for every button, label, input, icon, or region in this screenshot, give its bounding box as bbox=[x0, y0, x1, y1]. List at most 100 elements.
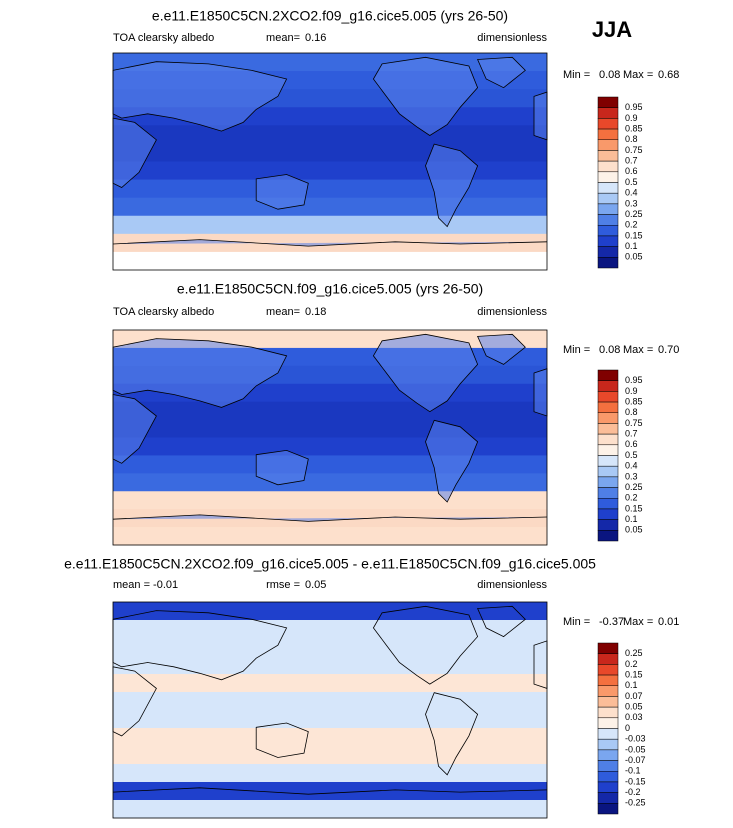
colorbar-label: 0.8 bbox=[625, 407, 638, 417]
colorbar-label: -0.05 bbox=[625, 744, 646, 754]
map-frame bbox=[112, 329, 548, 546]
coastline bbox=[112, 61, 288, 132]
coastline bbox=[477, 56, 526, 89]
map-field bbox=[113, 419, 547, 438]
colorbar-box bbox=[597, 235, 619, 247]
max-value: 0.70 bbox=[658, 344, 679, 356]
colorbar-label: 0.25 bbox=[625, 209, 643, 219]
colorbar-box bbox=[597, 792, 619, 804]
coastline bbox=[255, 174, 309, 210]
colorbar-box bbox=[597, 160, 619, 173]
map-field bbox=[113, 197, 547, 217]
coastline bbox=[477, 333, 526, 365]
colorbar-label: 0.4 bbox=[625, 461, 638, 471]
panel-title: e.e11.E1850C5CN.f09_g16.cice5.005 (yrs 2… bbox=[177, 281, 483, 297]
map-field bbox=[113, 455, 547, 474]
colorbar-box bbox=[597, 685, 619, 697]
colorbar-label: 0.7 bbox=[625, 429, 638, 439]
map-field bbox=[113, 161, 547, 181]
colorbar-label: 0.1 bbox=[625, 514, 638, 524]
colorbar-box bbox=[597, 118, 619, 130]
colorbar-box bbox=[597, 444, 619, 456]
colorbar-label: 0.85 bbox=[625, 123, 643, 133]
units-label: dimensionless bbox=[477, 306, 547, 318]
map-field bbox=[113, 215, 547, 235]
colorbar-box bbox=[597, 674, 619, 686]
panel-left-label: TOA clearsky albedo bbox=[113, 306, 214, 318]
panel-title: e.e11.E1850C5CN.2XCO2.f09_g16.cice5.005 … bbox=[152, 8, 508, 24]
colorbar-box bbox=[597, 150, 619, 162]
coastline bbox=[533, 91, 548, 141]
colorbar-label: 0 bbox=[625, 723, 630, 733]
panel-left-label: TOA clearsky albedo bbox=[113, 32, 214, 44]
colorbar-label: 0.1 bbox=[625, 241, 638, 251]
min-value: 0.08 bbox=[599, 344, 620, 356]
coastline bbox=[372, 333, 479, 413]
colorbar-label: 0.95 bbox=[625, 102, 643, 112]
colorbar-box bbox=[597, 369, 619, 381]
colorbar-label: 0.15 bbox=[625, 669, 643, 679]
coastline bbox=[255, 722, 309, 758]
map-field bbox=[113, 800, 547, 819]
colorbar-label: 0.8 bbox=[625, 134, 638, 144]
colorbar-box bbox=[597, 696, 619, 708]
colorbar-label: 0.07 bbox=[625, 691, 643, 701]
map-field bbox=[113, 251, 547, 271]
colorbar-label: 0.05 bbox=[625, 525, 643, 535]
map-field bbox=[113, 143, 547, 162]
colorbar-label: 0.9 bbox=[625, 113, 638, 123]
map-field bbox=[113, 401, 547, 421]
colorbar-label: 0.2 bbox=[625, 493, 638, 503]
colorbar-box bbox=[597, 182, 619, 194]
map-field bbox=[113, 125, 547, 144]
colorbar-box bbox=[597, 96, 619, 108]
map-field bbox=[113, 782, 547, 801]
colorbar-box bbox=[597, 128, 619, 140]
colorbar-label: 0.2 bbox=[625, 659, 638, 669]
max-label: Max = bbox=[623, 344, 653, 356]
season-label: JJA bbox=[592, 17, 632, 42]
colorbar-label: 0.6 bbox=[625, 166, 638, 176]
colorbar-box bbox=[597, 391, 619, 403]
colorbar-label: 0.7 bbox=[625, 156, 638, 166]
max-label: Max = bbox=[623, 69, 653, 81]
stat-label: rmse = bbox=[266, 579, 300, 591]
stat-label: mean= bbox=[266, 32, 300, 44]
map-frame bbox=[112, 601, 548, 819]
stat-label: mean= bbox=[266, 306, 300, 318]
colorbar-box bbox=[597, 717, 619, 729]
colorbar-label: 0.15 bbox=[625, 503, 643, 513]
map-field bbox=[113, 638, 547, 657]
panel-title: e.e11.E1850C5CN.2XCO2.f09_g16.cice5.005 … bbox=[64, 556, 596, 572]
coastline bbox=[112, 514, 548, 522]
map-frame bbox=[112, 52, 548, 271]
colorbar-label: 0.05 bbox=[625, 702, 643, 712]
colorbar-box bbox=[597, 803, 619, 815]
colorbar-label: -0.07 bbox=[625, 755, 646, 765]
stat-value: 0.05 bbox=[305, 579, 326, 591]
colorbar-box bbox=[597, 192, 619, 205]
stat-value: 0.16 bbox=[305, 32, 326, 44]
map-field bbox=[113, 674, 547, 693]
min-label: Min = bbox=[563, 616, 590, 628]
colorbar-box bbox=[597, 508, 619, 520]
map-field bbox=[113, 620, 547, 639]
min-label: Min = bbox=[563, 69, 590, 81]
min-label: Min = bbox=[563, 344, 590, 356]
map-field bbox=[113, 527, 547, 546]
colorbar-label: 0.03 bbox=[625, 712, 643, 722]
colorbar-box bbox=[597, 433, 619, 446]
map-field bbox=[113, 491, 547, 510]
min-value: -0.37 bbox=[599, 616, 624, 628]
colorbar-label: 0.25 bbox=[625, 648, 643, 658]
colorbar-box bbox=[597, 171, 619, 183]
map-field bbox=[113, 746, 547, 765]
colorbar-label: -0.2 bbox=[625, 787, 641, 797]
coastline bbox=[372, 605, 479, 685]
coastline bbox=[112, 787, 548, 795]
colorbar-label: 0.5 bbox=[625, 450, 638, 460]
coastline bbox=[477, 605, 526, 638]
colorbar-box bbox=[597, 728, 619, 740]
colorbar-box bbox=[597, 749, 619, 761]
